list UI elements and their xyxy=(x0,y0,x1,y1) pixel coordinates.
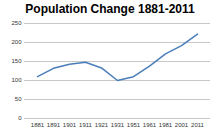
svg-text:1911: 1911 xyxy=(79,122,93,128)
svg-text:200: 200 xyxy=(11,39,22,45)
svg-text:0: 0 xyxy=(18,115,22,121)
svg-text:1981: 1981 xyxy=(159,122,173,128)
svg-text:1881: 1881 xyxy=(31,122,45,128)
svg-text:1921: 1921 xyxy=(95,122,109,128)
svg-text:1931: 1931 xyxy=(111,122,125,128)
svg-text:2001: 2001 xyxy=(175,122,189,128)
svg-text:100: 100 xyxy=(11,77,22,83)
svg-text:50: 50 xyxy=(15,96,22,102)
html-text:Population Change 1881-2011: Population Change 1881-2011 xyxy=(25,2,195,16)
svg-text:250: 250 xyxy=(11,20,22,26)
svg-text:1951: 1951 xyxy=(127,122,141,128)
svg-text:1901: 1901 xyxy=(63,122,77,128)
svg-text:1891: 1891 xyxy=(47,122,61,128)
svg-text:1961: 1961 xyxy=(143,122,157,128)
svg-text:2011: 2011 xyxy=(191,122,205,128)
svg-text:150: 150 xyxy=(11,58,22,64)
